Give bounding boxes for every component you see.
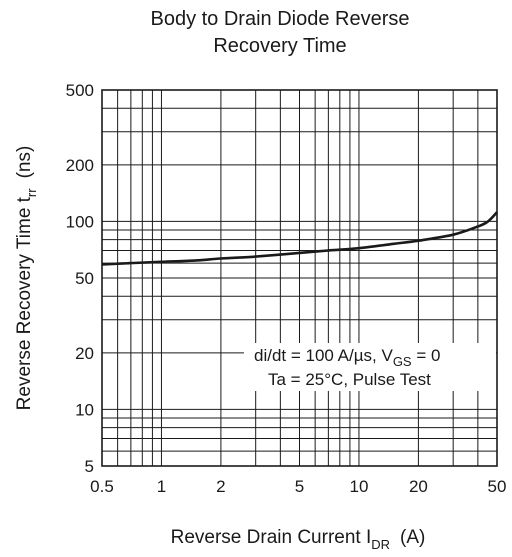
- x-tick-labels: 0.5 1 2 5 10 20 50: [90, 477, 506, 496]
- chart-title: Body to Drain Diode Reverse Recovery Tim…: [150, 8, 409, 57]
- y-tick-label: 5: [85, 457, 94, 476]
- y-axis-label: Reverse Recovery Time trr (ns): [14, 146, 39, 411]
- y-tick-label: 100: [66, 212, 94, 231]
- x-tick-label: 2: [216, 477, 225, 496]
- y-axis-label-sub: rr: [24, 188, 39, 197]
- x-tick-label: 20: [409, 477, 428, 496]
- annotation-line-1-a: di/dt = 100 A/: [254, 346, 354, 365]
- grid: [102, 90, 497, 466]
- chart-title-line-2: Recovery Time: [213, 35, 346, 57]
- x-tick-label: 50: [488, 477, 507, 496]
- y-tick-label: 20: [75, 344, 94, 363]
- x-tick-label: 5: [295, 477, 304, 496]
- y-axis-label-unit: (ns): [14, 146, 35, 179]
- plot-frame: [101, 89, 498, 467]
- y-tick-label: 200: [66, 156, 94, 175]
- x-axis-label: Reverse Drain Current IDR (A): [171, 527, 426, 552]
- x-tick-label: 10: [349, 477, 368, 496]
- chart-title-line-1: Body to Drain Diode Reverse: [150, 8, 409, 30]
- series-line-trr: [101, 211, 498, 266]
- annotation-line-1-b: s, V: [364, 346, 394, 365]
- y-axis-label-main: Reverse Recovery Time t: [14, 196, 35, 410]
- y-tick-label: 500: [66, 81, 94, 100]
- annotation-line-1: di/dt = 100 A/µs, VGS = 0: [254, 346, 440, 369]
- x-axis-label-unit: (A): [400, 527, 425, 548]
- y-tick-label: 50: [75, 269, 94, 288]
- annotation-line-1-mu: µ: [354, 346, 364, 365]
- x-tick-label: 1: [157, 477, 166, 496]
- annotation-line-2: Ta = 25°C, Pulse Test: [268, 370, 431, 389]
- x-axis-label-sub: DR: [371, 537, 390, 552]
- y-tick-label: 10: [75, 400, 94, 419]
- x-tick-label: 0.5: [90, 477, 114, 496]
- x-axis-label-main: Reverse Drain Current I: [171, 527, 372, 548]
- y-tick-labels: 5 10 20 50 100 200 500: [66, 81, 94, 476]
- annotation-line-1-sub: GS: [393, 354, 412, 369]
- annotation-line-1-c: = 0: [412, 346, 441, 365]
- annotation-background: [244, 343, 496, 391]
- series-group: [101, 211, 498, 266]
